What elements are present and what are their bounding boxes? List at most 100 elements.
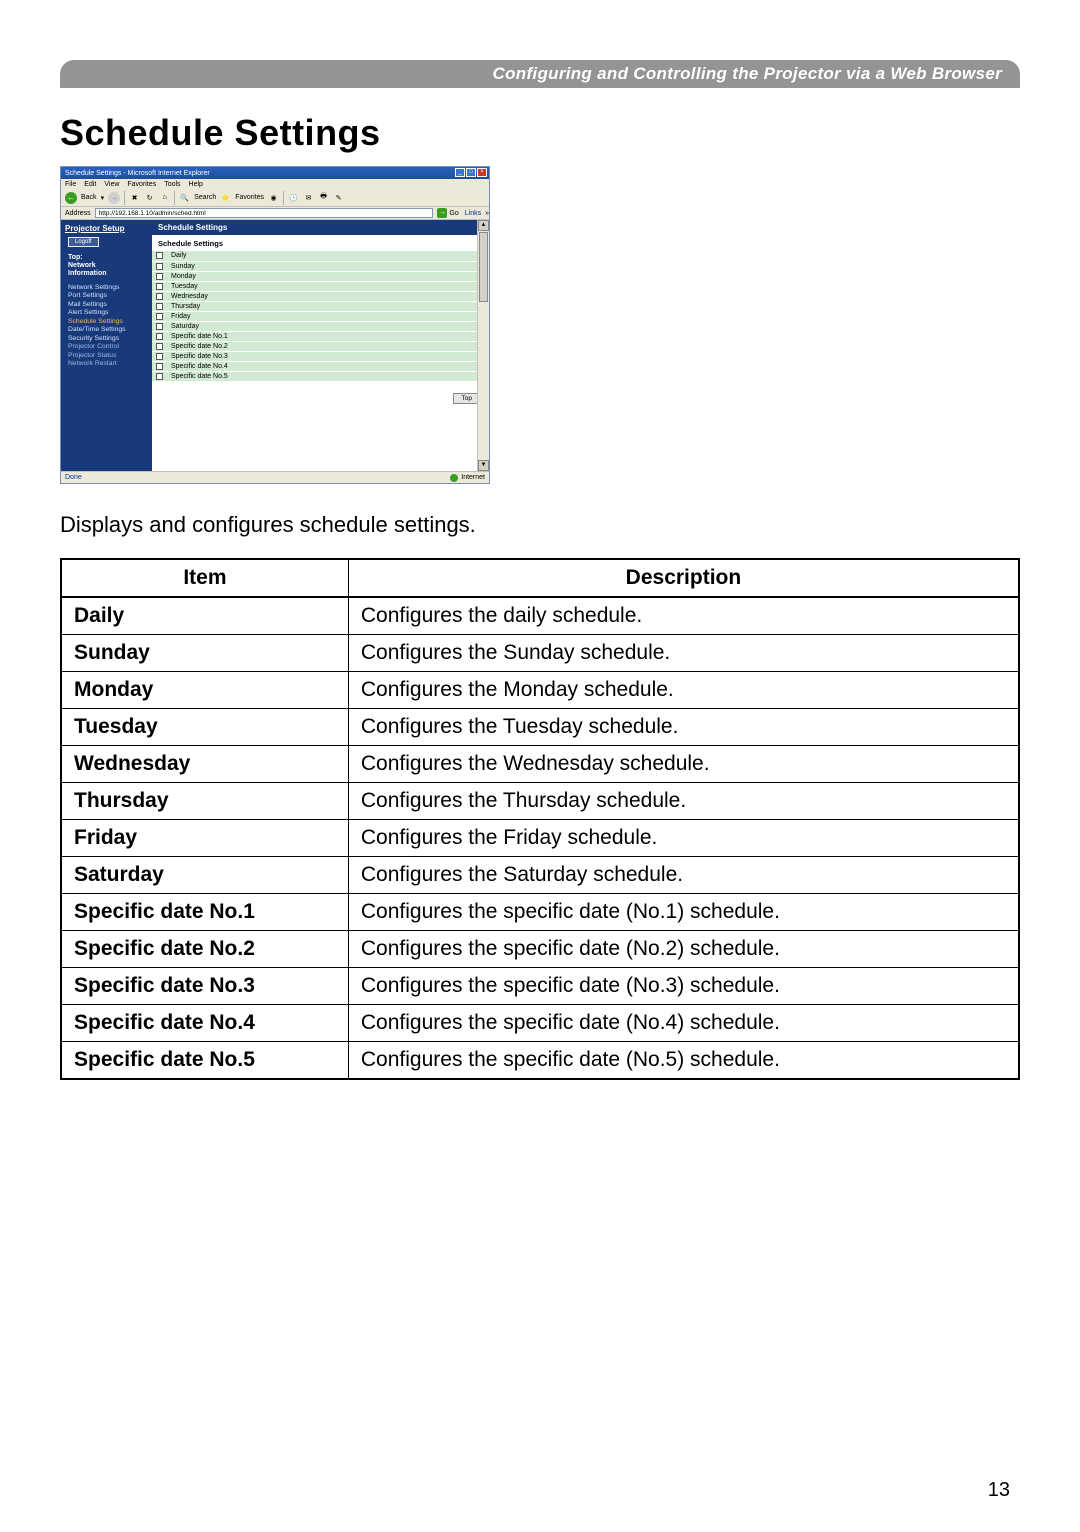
- checkbox-icon[interactable]: [156, 263, 163, 270]
- checkbox-icon[interactable]: [156, 323, 163, 330]
- schedule-checkbox-cell[interactable]: [152, 311, 167, 321]
- stop-icon[interactable]: ✖: [129, 192, 140, 203]
- schedule-item-label[interactable]: Specific date No.5: [167, 371, 489, 381]
- schedule-checkbox-cell[interactable]: [152, 321, 167, 331]
- scroll-thumb[interactable]: [479, 232, 488, 302]
- menu-edit[interactable]: Edit: [84, 181, 96, 188]
- favorites-label[interactable]: Favorites: [235, 194, 264, 201]
- schedule-item-label[interactable]: Tuesday: [167, 281, 489, 291]
- close-icon[interactable]: ×: [477, 168, 487, 177]
- schedule-checkbox-cell[interactable]: [152, 291, 167, 301]
- sidebar-group-network: Network: [68, 262, 152, 269]
- schedule-item-label[interactable]: Thursday: [167, 301, 489, 311]
- checkbox-icon[interactable]: [156, 343, 163, 350]
- go-label[interactable]: Go: [449, 210, 458, 217]
- links-label[interactable]: Links: [465, 210, 481, 217]
- refresh-icon[interactable]: ↻: [144, 192, 155, 203]
- schedule-item-label[interactable]: Monday: [167, 271, 489, 281]
- schedule-item-label[interactable]: Specific date No.1: [167, 331, 489, 341]
- menu-view[interactable]: View: [104, 181, 119, 188]
- schedule-checkbox-cell[interactable]: [152, 331, 167, 341]
- nav-projector-control[interactable]: Projector Control: [68, 343, 152, 350]
- nav-schedule-settings[interactable]: Schedule Settings: [68, 318, 152, 325]
- schedule-row[interactable]: Specific date No.3: [152, 351, 489, 361]
- schedule-row[interactable]: Friday: [152, 311, 489, 321]
- schedule-row[interactable]: Thursday: [152, 301, 489, 311]
- nav-security-settings[interactable]: Security Settings: [68, 335, 152, 342]
- schedule-item-label[interactable]: Daily: [167, 251, 489, 261]
- schedule-checkbox-cell[interactable]: [152, 261, 167, 271]
- nav-projector-status[interactable]: Projector Status: [68, 352, 152, 359]
- schedule-row[interactable]: Specific date No.4: [152, 361, 489, 371]
- logoff-button[interactable]: Logoff: [68, 237, 99, 247]
- schedule-item-label[interactable]: Specific date No.4: [167, 361, 489, 371]
- go-icon[interactable]: →: [437, 208, 447, 218]
- back-icon[interactable]: ←: [65, 192, 77, 204]
- scroll-up-icon[interactable]: ▲: [478, 220, 489, 231]
- history-icon[interactable]: 🕓: [288, 192, 299, 203]
- mail-icon[interactable]: ✉: [303, 192, 314, 203]
- checkbox-icon[interactable]: [156, 252, 163, 259]
- search-icon[interactable]: 🔍: [179, 192, 190, 203]
- checkbox-icon[interactable]: [156, 373, 163, 380]
- schedule-row[interactable]: Tuesday: [152, 281, 489, 291]
- schedule-row[interactable]: Wednesday: [152, 291, 489, 301]
- edit-icon[interactable]: ✎: [333, 192, 344, 203]
- nav-network-settings[interactable]: Network Settings: [68, 284, 152, 291]
- back-label[interactable]: Back: [81, 194, 97, 201]
- schedule-checkbox-cell[interactable]: [152, 301, 167, 311]
- schedule-row[interactable]: Sunday: [152, 261, 489, 271]
- schedule-item-label[interactable]: Sunday: [167, 261, 489, 271]
- forward-icon[interactable]: →: [108, 192, 120, 204]
- scroll-down-icon[interactable]: ▼: [478, 460, 489, 471]
- checkbox-icon[interactable]: [156, 333, 163, 340]
- nav-network-restart[interactable]: Network Restart: [68, 360, 152, 367]
- minimize-icon[interactable]: _: [455, 168, 465, 177]
- checkbox-icon[interactable]: [156, 313, 163, 320]
- schedule-checkbox-cell[interactable]: [152, 271, 167, 281]
- checkbox-icon[interactable]: [156, 283, 163, 290]
- schedule-checkbox-cell[interactable]: [152, 351, 167, 361]
- schedule-checkbox-cell[interactable]: [152, 251, 167, 261]
- table-row: Specific date No.1Configures the specifi…: [61, 894, 1019, 931]
- favorites-icon[interactable]: ⭐: [220, 192, 231, 203]
- back-dropdown-icon[interactable]: ▾: [101, 194, 105, 202]
- schedule-row[interactable]: Monday: [152, 271, 489, 281]
- nav-port-settings[interactable]: Port Settings: [68, 292, 152, 299]
- schedule-item-label[interactable]: Specific date No.3: [167, 351, 489, 361]
- menu-tools[interactable]: Tools: [164, 181, 180, 188]
- schedule-row[interactable]: Daily: [152, 251, 489, 261]
- maximize-icon[interactable]: □: [466, 168, 476, 177]
- media-icon[interactable]: ◉: [268, 192, 279, 203]
- schedule-row[interactable]: Saturday: [152, 321, 489, 331]
- schedule-row[interactable]: Specific date No.2: [152, 341, 489, 351]
- menu-help[interactable]: Help: [189, 181, 203, 188]
- schedule-checkbox-cell[interactable]: [152, 371, 167, 381]
- schedule-item-label[interactable]: Friday: [167, 311, 489, 321]
- home-icon[interactable]: ⌂: [159, 192, 170, 203]
- schedule-checkbox-cell[interactable]: [152, 361, 167, 371]
- schedule-item-label[interactable]: Specific date No.2: [167, 341, 489, 351]
- nav-alert-settings[interactable]: Alert Settings: [68, 309, 152, 316]
- schedule-row[interactable]: Specific date No.1: [152, 331, 489, 341]
- checkbox-icon[interactable]: [156, 303, 163, 310]
- menu-favorites[interactable]: Favorites: [127, 181, 156, 188]
- schedule-row[interactable]: Specific date No.5: [152, 371, 489, 381]
- checkbox-icon[interactable]: [156, 353, 163, 360]
- print-icon[interactable]: 🖶: [318, 192, 329, 203]
- schedule-item-label[interactable]: Saturday: [167, 321, 489, 331]
- address-input[interactable]: http://192.168.1.10/admin/sched.html: [95, 208, 434, 218]
- menu-file[interactable]: File: [65, 181, 76, 188]
- embedded-screenshot: Schedule Settings - Microsoft Internet E…: [60, 166, 490, 484]
- vertical-scrollbar[interactable]: ▲ ▼: [477, 220, 489, 471]
- schedule-checkbox-cell[interactable]: [152, 341, 167, 351]
- schedule-checkbox-cell[interactable]: [152, 281, 167, 291]
- nav-mail-settings[interactable]: Mail Settings: [68, 301, 152, 308]
- links-dropdown-icon[interactable]: »: [485, 210, 489, 217]
- checkbox-icon[interactable]: [156, 273, 163, 280]
- search-label[interactable]: Search: [194, 194, 216, 201]
- schedule-item-label[interactable]: Wednesday: [167, 291, 489, 301]
- checkbox-icon[interactable]: [156, 363, 163, 370]
- checkbox-icon[interactable]: [156, 293, 163, 300]
- nav-datetime-settings[interactable]: Date/Time Settings: [68, 326, 152, 333]
